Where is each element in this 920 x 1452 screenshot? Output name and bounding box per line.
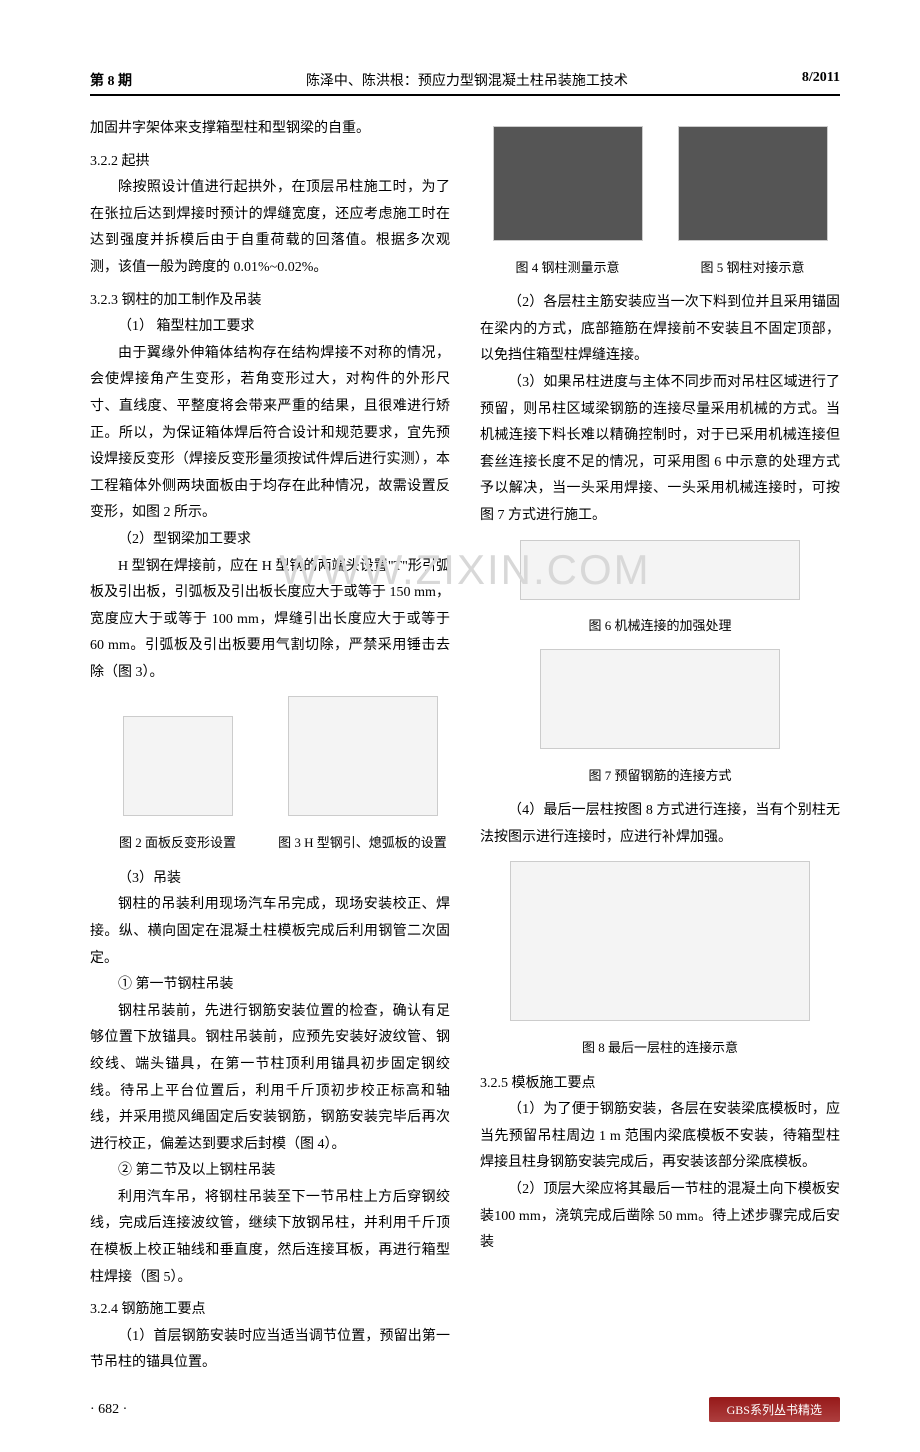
para-324-1: （1）首层钢筋安装时应当适当调节位置，预留出第一节吊柱的锚具位置。 [90,1324,450,1377]
page-header: 第 8 期 陈泽中、陈洪根：预应力型钢混凝土柱吊装施工技术 8/2011 [90,70,840,96]
fig3-caption: 图 3 H 型钢引、熄弧板的设置 [275,831,450,856]
fig2-caption: 图 2 面板反变形设置 [90,831,265,856]
fig4-caption: 图 4 钢柱测量示意 [480,256,655,281]
section-323: 3.2.3 钢柱的加工制作及吊装 [90,288,450,315]
footer-badge: GBS系列丛书精选 [709,1397,840,1422]
item-323-2: （2）型钢梁加工要求 [90,527,450,554]
para-325-1: （1）为了便于钢筋安装，各层在安装梁底模板时，应当先预留吊柱周边 1 m 范围内… [480,1097,840,1177]
para-322: 除按照设计值进行起拱外，在顶层吊柱施工时，为了在张拉后达到焊接时预计的焊缝宽度，… [90,175,450,281]
page-footer: · 682 · GBS系列丛书精选 [90,1397,840,1422]
para-323-3: 钢柱的吊装利用现场汽车吊完成，现场安装校正、焊接。纵、横向固定在混凝土柱模板完成… [90,892,450,972]
para-325-2: （2）顶层大梁应将其最后一节柱的混凝土向下模板安装100 mm，浇筑完成后凿除 … [480,1177,840,1257]
para-c1: 钢柱吊装前，先进行钢筋安装位置的检查，确认有足够位置下放锚具。钢柱吊装前，应预先… [90,999,450,1159]
fig4-image [493,126,643,241]
item-323-1: （1） 箱型柱加工要求 [90,314,450,341]
section-322: 3.2.2 起拱 [90,149,450,176]
content-columns: WWW.ZIXIN.COM 加固井字架体来支撑箱型柱和型钢梁的自重。 3.2.2… [90,116,840,1377]
section-325: 3.2.5 模板施工要点 [480,1071,840,1098]
para-c2: 利用汽车吊，将钢柱吊装至下一节吊柱上方后穿钢绞线，完成后连接波纹管，继续下放钢吊… [90,1185,450,1291]
fig8-caption: 图 8 最后一层柱的连接示意 [480,1036,840,1061]
right-column: 图 4 钢柱测量示意 图 5 钢柱对接示意 （2）各层柱主筋安装应当一次下料到位… [480,116,840,1377]
page-container: 第 8 期 陈泽中、陈洪根：预应力型钢混凝土柱吊装施工技术 8/2011 WWW… [0,0,920,1452]
page-number: · 682 · [90,1402,127,1418]
para-intro: 加固井字架体来支撑箱型柱和型钢梁的自重。 [90,116,450,143]
figure-7: 图 7 预留钢筋的连接方式 [480,649,840,788]
fig2-image [123,716,233,816]
para-r1: （2）各层柱主筋安装应当一次下料到位并且采用锚固在梁内的方式，底部箍筋在焊接前不… [480,290,840,370]
figure-2-3: 图 2 面板反变形设置 图 3 H 型钢引、熄弧板的设置 [90,696,450,855]
fig7-caption: 图 7 预留钢筋的连接方式 [480,764,840,789]
fig6-caption: 图 6 机械连接的加强处理 [480,614,840,639]
fig5-caption: 图 5 钢柱对接示意 [665,256,840,281]
circled-2: ② 第二节及以上钢柱吊装 [90,1158,450,1185]
section-324: 3.2.4 钢筋施工要点 [90,1297,450,1324]
left-column: 加固井字架体来支撑箱型柱和型钢梁的自重。 3.2.2 起拱 除按照设计值进行起拱… [90,116,450,1377]
circled-1: ① 第一节钢柱吊装 [90,972,450,999]
figure-4-5: 图 4 钢柱测量示意 图 5 钢柱对接示意 [480,126,840,280]
figure-6: 图 6 机械连接的加强处理 [480,540,840,639]
paper-title: 陈泽中、陈洪根：预应力型钢混凝土柱吊装施工技术 [306,70,628,90]
issue-date: 8/2011 [802,70,840,90]
para-r2: （3）如果吊柱进度与主体不同步而对吊柱区域进行了预留，则吊柱区域梁钢筋的连接尽量… [480,370,840,530]
issue-number: 第 8 期 [90,70,132,90]
fig7-image [540,649,780,749]
para-r3: （4）最后一层柱按图 8 方式进行连接，当有个别柱无法按图示进行连接时，应进行补… [480,798,840,851]
fig8-image [510,861,810,1021]
figure-8: 图 8 最后一层柱的连接示意 [480,861,840,1060]
para-323-1: 由于翼缘外伸箱体结构存在结构焊接不对称的情况，会使焊接角产生变形，若角变形过大，… [90,341,450,527]
fig3-image [288,696,438,816]
para-323-2: H 型钢在焊接前，应在 H 型钢的两端头设置"T"形引弧板及引出板，引弧板及引出… [90,554,450,687]
fig6-image [520,540,800,600]
fig5-image [678,126,828,241]
item-323-3: （3）吊装 [90,866,450,893]
